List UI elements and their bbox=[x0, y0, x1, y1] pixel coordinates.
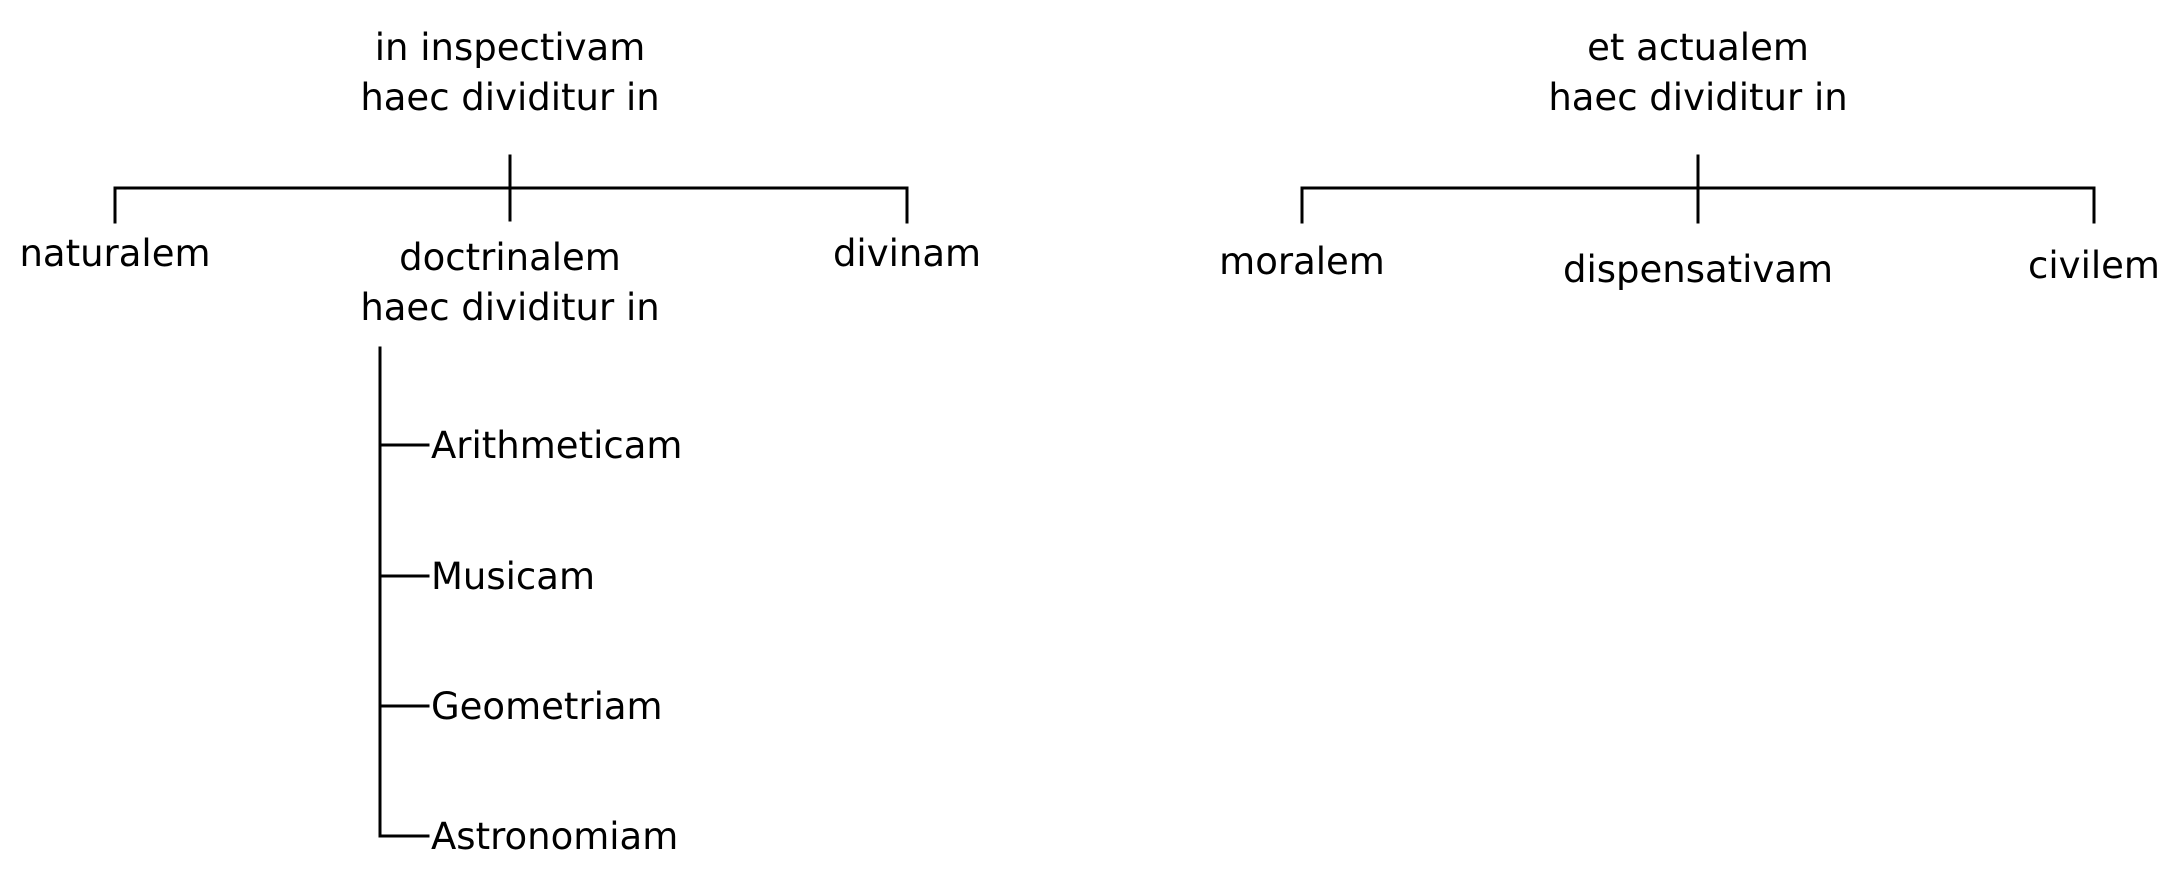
node-arithmeticam: Arithmeticam bbox=[431, 424, 682, 467]
left-tree: in inspectivam haec dividitur in natural… bbox=[19, 26, 981, 858]
node-naturalem: naturalem bbox=[19, 232, 210, 275]
node-dispensativam: dispensativam bbox=[1563, 248, 1833, 291]
node-musicam: Musicam bbox=[431, 555, 595, 598]
right-root-label-line2: haec dividitur in bbox=[1548, 76, 1847, 119]
left-root-label-line2: haec dividitur in bbox=[360, 76, 659, 119]
node-divinam: divinam bbox=[833, 232, 981, 275]
node-doctrinalem-line1: doctrinalem bbox=[399, 236, 621, 279]
node-doctrinalem-line2: haec dividitur in bbox=[360, 286, 659, 329]
node-moralem: moralem bbox=[1219, 240, 1385, 283]
node-astronomiam: Astronomiam bbox=[431, 815, 678, 858]
node-civilem: civilem bbox=[2028, 244, 2160, 287]
right-tree: et actualem haec dividitur in moralem di… bbox=[1219, 26, 2160, 291]
right-root-label-line1: et actualem bbox=[1587, 26, 1809, 69]
node-geometriam: Geometriam bbox=[431, 685, 663, 728]
left-root-label-line1: in inspectivam bbox=[375, 26, 646, 69]
